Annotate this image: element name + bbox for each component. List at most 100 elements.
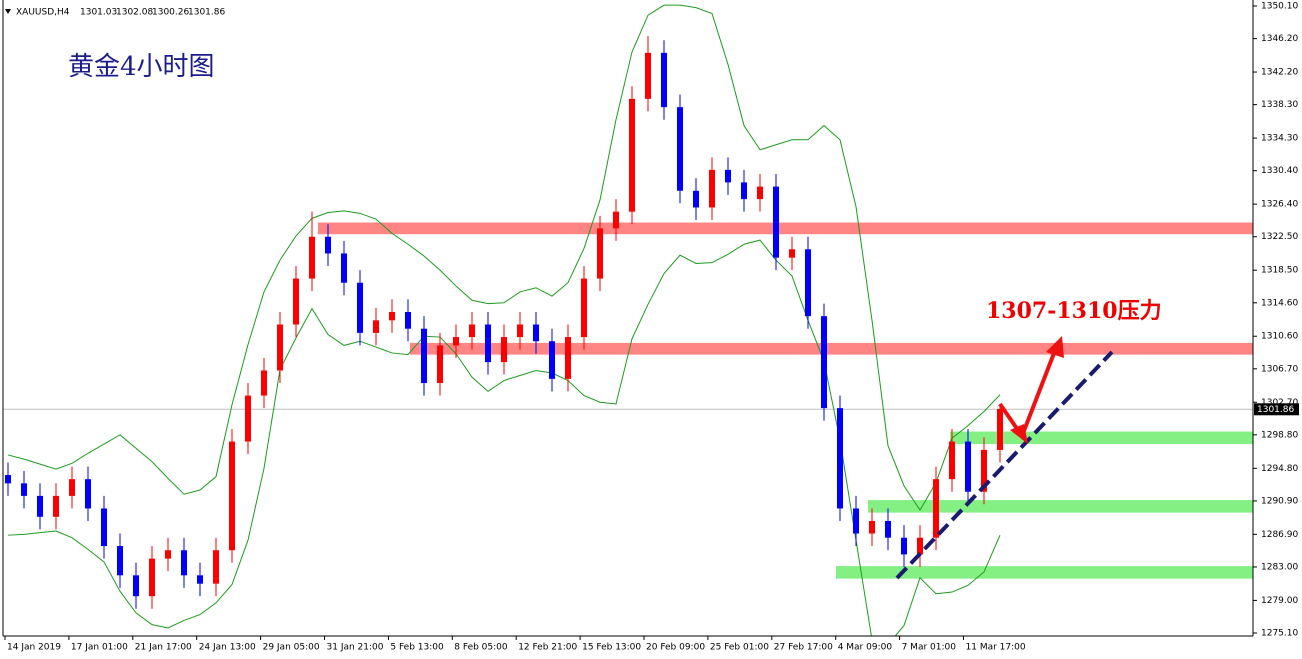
candle-body	[581, 278, 587, 338]
x-tick-label: 20 Feb 09:00	[646, 643, 705, 653]
candle-body	[981, 449, 987, 492]
candle-body	[245, 395, 251, 442]
candle-body	[853, 508, 859, 534]
x-tick-label: 15 Feb 13:00	[582, 643, 641, 653]
candle-body	[149, 558, 155, 597]
x-tick-label: 14 Jan 2019	[7, 643, 61, 653]
x-tick-label: 4 Mar 09:00	[838, 643, 893, 653]
candle-body	[229, 441, 235, 551]
candle-body	[901, 537, 907, 555]
x-tick-label: 12 Feb 21:00	[518, 643, 577, 653]
candle-body	[197, 575, 203, 584]
candle-body	[917, 537, 923, 555]
candle-body	[261, 370, 267, 396]
candle-body	[277, 324, 283, 371]
candle-body	[869, 520, 875, 534]
y-tick-label: 1306.70	[1261, 364, 1298, 374]
y-tick-label: 1342.20	[1261, 68, 1298, 78]
candle-body	[757, 186, 763, 200]
y-tick-label: 1346.20	[1261, 34, 1298, 44]
x-tick-label: 5 Feb 13:00	[390, 643, 444, 653]
candle-body	[741, 182, 747, 200]
candle-body	[773, 186, 779, 258]
candle-body	[517, 324, 523, 338]
level-zone	[836, 566, 1253, 579]
candle-body	[821, 316, 827, 409]
y-tick-label: 1279.00	[1261, 596, 1298, 606]
bollinger-lower	[7, 239, 1001, 636]
x-tick-label: 27 Feb 17:00	[774, 643, 833, 653]
candle-body	[309, 236, 315, 279]
candle-body	[565, 337, 571, 379]
candle-body	[53, 495, 59, 517]
candle-body	[133, 575, 139, 597]
candle-body	[885, 520, 891, 538]
y-tick-label: 1283.00	[1261, 562, 1298, 572]
candle-body	[469, 324, 475, 338]
header-close: 1301.86	[188, 8, 225, 18]
y-tick-label: 1338.30	[1261, 100, 1298, 110]
candle-body	[549, 341, 555, 379]
header-high: 1302.08	[116, 8, 153, 18]
menu-triangle	[5, 9, 11, 14]
x-tick-label: 31 Jan 21:00	[327, 643, 384, 653]
candle-body	[613, 211, 619, 229]
candle-body	[677, 107, 683, 191]
candle-body	[101, 508, 107, 547]
y-tick-label: 1290.90	[1261, 496, 1298, 506]
level-zone	[950, 431, 1253, 445]
candle-body	[997, 408, 1003, 450]
y-tick-label: 1298.80	[1261, 430, 1298, 440]
candle-body	[421, 328, 427, 384]
x-tick-label: 21 Jan 17:00	[135, 643, 192, 653]
y-tick-label: 1318.50	[1261, 266, 1298, 276]
y-tick-label: 1310.60	[1261, 332, 1298, 342]
candle-body	[965, 441, 971, 492]
candle-body	[117, 546, 123, 576]
candle-body	[629, 98, 635, 212]
level-zone	[318, 222, 1253, 235]
candle-body	[341, 253, 347, 283]
candle-body	[181, 550, 187, 576]
candle-body	[165, 550, 171, 559]
candle-body	[373, 320, 379, 333]
x-tick-label: 7 Mar 01:00	[902, 643, 957, 653]
trend-line	[895, 350, 1114, 580]
y-tick-label: 1334.30	[1261, 134, 1298, 144]
x-tick-label: 11 Mar 17:00	[966, 643, 1026, 653]
level-zone	[410, 342, 1253, 355]
y-tick-label: 1322.50	[1261, 232, 1298, 242]
candle-body	[725, 169, 731, 183]
candle-body	[693, 190, 699, 208]
candle-body	[501, 337, 507, 363]
y-tick-label: 1302.70	[1261, 398, 1298, 408]
candle-body	[949, 441, 955, 480]
y-tick-label: 1275.10	[1261, 629, 1298, 639]
x-tick-label: 8 Feb 05:00	[454, 643, 508, 653]
candle-body	[709, 169, 715, 208]
candle-body	[533, 324, 539, 342]
candle-body	[437, 345, 443, 384]
y-tick-label: 1314.60	[1261, 298, 1298, 308]
candle-body	[325, 236, 331, 254]
candle-body	[213, 550, 219, 584]
x-tick-label: 29 Jan 05:00	[263, 643, 320, 653]
candle-body	[293, 278, 299, 325]
candle-body	[645, 52, 651, 99]
annotation: 1307-1310压力	[986, 298, 1162, 324]
candle-body	[789, 249, 795, 258]
candle-body	[69, 479, 75, 496]
y-tick-label: 1294.80	[1261, 464, 1298, 474]
x-tick-label: 24 Jan 13:00	[199, 643, 256, 653]
candle-body	[453, 337, 459, 346]
candle-body	[405, 311, 411, 329]
header-low: 1300.26	[152, 8, 189, 18]
candle-body	[85, 479, 91, 509]
candle-body	[357, 282, 363, 333]
arrow	[998, 336, 1064, 444]
chart-title: 黄金4小时图	[68, 52, 215, 82]
bollinger-upper	[7, 4, 1001, 512]
candle-body	[933, 479, 939, 538]
